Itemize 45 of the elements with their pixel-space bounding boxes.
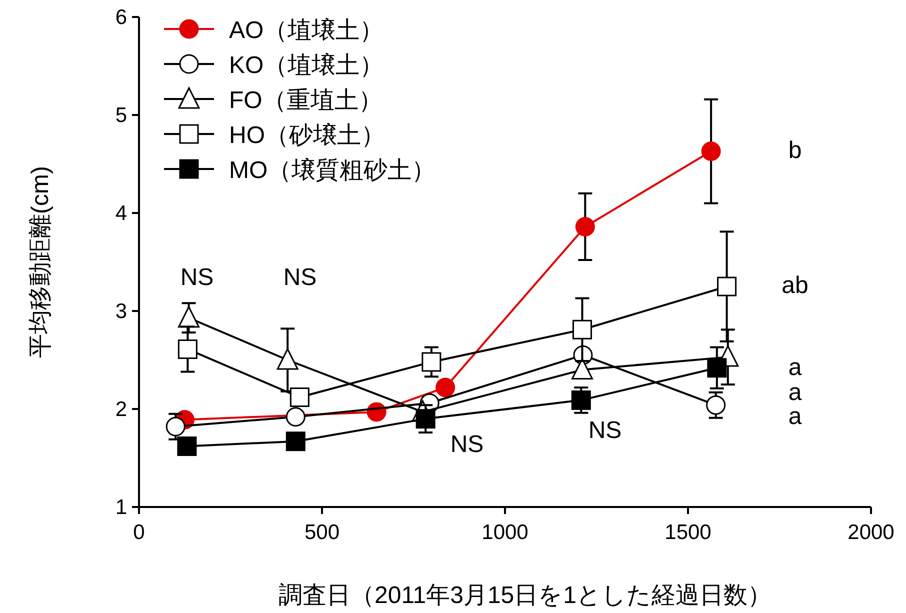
y-tick-label: 5 [115,104,127,127]
point [571,358,593,380]
x-axis-title: 調査日（2011年3月15日を1とした経過日数） [278,582,772,609]
annotation: NS [450,431,484,458]
point [276,348,298,370]
legend-label: FO（重埴土） [229,87,382,114]
annotation: ab [782,272,808,299]
point [286,432,306,452]
annotation: NS [180,264,214,291]
legend-label: MO（壌質粗砂土） [229,157,436,184]
x-tick-label: 1500 [664,521,712,544]
point [290,387,310,407]
point [571,390,591,410]
point [706,395,726,415]
y-tick-label: 3 [115,300,127,323]
point [422,352,442,372]
point [701,142,721,162]
point [572,320,592,340]
y-axis-title: 平均移動距離(cm) [27,166,54,358]
y-tick-label: 1 [115,496,127,519]
annotation: a [788,379,802,406]
annotation: b [788,137,802,164]
point [286,407,306,427]
point [177,436,197,456]
annotation: a [788,403,802,430]
point [166,416,186,436]
legend-label: HO（砂壌土） [229,122,385,149]
x-tick-label: 0 [133,521,145,544]
point [717,276,737,296]
x-tick-label: 2000 [848,521,894,544]
point [416,409,436,429]
legend-label: KO（埴壌土） [229,52,384,79]
point [575,216,595,236]
x-tick-label: 500 [304,521,340,544]
y-tick-label: 2 [115,398,127,421]
y-tick-label: 4 [115,202,128,225]
annotation: a [788,354,802,381]
y-tick-label: 6 [115,6,127,29]
point [707,358,727,378]
legend-label: AO（埴壌土） [229,17,384,44]
x-tick-label: 1000 [482,521,528,544]
point [178,339,198,359]
point [436,378,456,398]
annotation: NS [588,417,622,444]
annotation: NS [283,264,317,291]
